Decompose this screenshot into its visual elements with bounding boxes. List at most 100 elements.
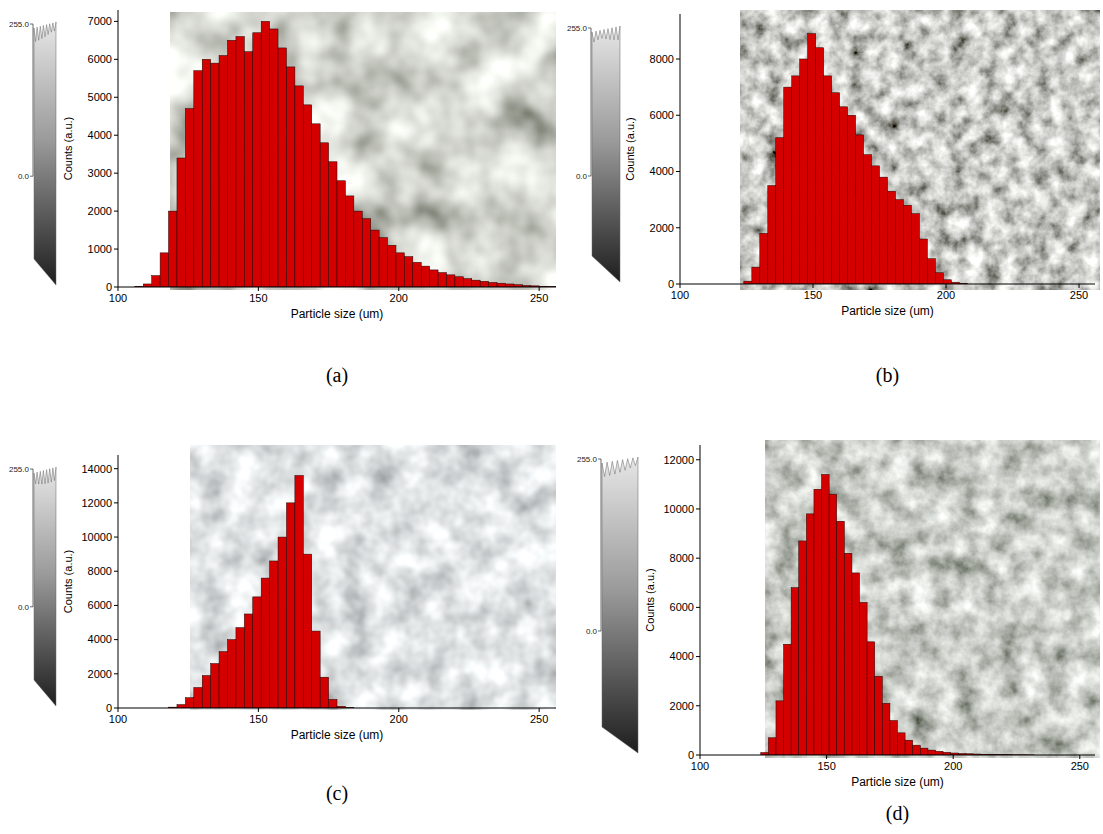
histogram-bar [800, 59, 808, 284]
x-tick-label: 100 [109, 713, 127, 725]
histogram-bar [295, 476, 303, 708]
y-axis-title: Counts (a.u.) [624, 117, 636, 181]
histogram-bar [219, 652, 227, 708]
x-tick [826, 755, 827, 759]
x-axis-title: Particle size (um) [291, 728, 384, 742]
x-axis-line [700, 755, 1095, 756]
histogram-bar [388, 245, 396, 287]
surface-tick-label: 255.0 [9, 465, 30, 474]
surface-tick [588, 28, 591, 29]
x-tick-label: 250 [530, 292, 548, 304]
histogram-bar [856, 135, 864, 284]
histogram-bar [194, 687, 202, 708]
y-tick [114, 708, 118, 709]
surface-tick-label: 255.0 [567, 24, 588, 33]
histogram-bar [776, 138, 784, 284]
micrograph [190, 445, 556, 710]
x-tick [258, 287, 259, 291]
histogram-bar [791, 588, 799, 755]
x-tick-label: 250 [1070, 289, 1088, 301]
histogram-bar [935, 273, 943, 284]
y-tick [676, 171, 680, 172]
surface-tick-label: 0.0 [18, 603, 30, 612]
x-tick [398, 287, 399, 291]
x-tick [953, 755, 954, 759]
histogram-bar [219, 56, 227, 287]
histogram-bar [837, 521, 845, 755]
histogram-bar [882, 703, 890, 755]
histogram-bar [413, 262, 421, 287]
surface-tick [598, 459, 601, 460]
y-tick [114, 287, 118, 288]
surface-tick-label: 0.0 [586, 627, 598, 636]
histogram-bar [911, 214, 919, 284]
histogram-bar [489, 282, 497, 287]
y-tick [114, 173, 118, 174]
x-tick [813, 284, 814, 288]
surface-tick-label: 255.0 [577, 455, 598, 464]
y-tick [696, 508, 700, 509]
histogram-bar [927, 259, 935, 284]
histogram-bar [244, 52, 252, 287]
y-tick [114, 605, 118, 606]
histogram-bar [880, 177, 888, 284]
panel: 255.00.002000400060008000100001200014000… [9, 445, 556, 805]
histogram-bar [913, 745, 921, 755]
histogram-bar [320, 143, 328, 287]
y-tick [696, 459, 700, 460]
surface-tick [588, 176, 591, 177]
x-axis-line [118, 708, 556, 709]
y-axis-line [118, 10, 119, 287]
histogram-bar [177, 705, 185, 708]
x-tick-label: 200 [944, 760, 962, 772]
histogram-bar [792, 76, 800, 284]
x-tick [946, 284, 947, 288]
histogram-bar [185, 698, 193, 708]
histogram-bar [919, 239, 927, 284]
x-axis-title: Particle size (um) [841, 304, 934, 318]
histogram-bar [202, 676, 210, 708]
bars [169, 476, 354, 708]
y-tick [114, 21, 118, 22]
y-tick-label: 5000 [88, 91, 112, 103]
surface [34, 22, 56, 285]
y-tick-label: 6000 [88, 53, 112, 65]
histogram-bar [840, 107, 848, 284]
y-tick [114, 249, 118, 250]
histogram-bar [816, 48, 824, 284]
histogram-bar [244, 614, 252, 708]
histogram-bar [169, 211, 177, 287]
y-tick-label: 2000 [650, 222, 674, 234]
x-tick-label: 100 [691, 760, 709, 772]
x-tick-label: 100 [671, 289, 689, 301]
y-tick-label: 10000 [663, 503, 694, 515]
bars [744, 34, 967, 284]
panel-label: (a) [326, 364, 348, 387]
histogram-bar [822, 475, 830, 755]
figure: 255.00.001000200030004000500060007000100… [0, 0, 1103, 834]
y-tick [696, 656, 700, 657]
histogram-bar [303, 105, 311, 287]
histogram-bar [943, 280, 951, 284]
y-tick [696, 705, 700, 706]
x-tick-label: 250 [530, 713, 548, 725]
histogram-bar [784, 644, 792, 755]
histogram-bar [404, 257, 412, 287]
histogram-bar [303, 554, 311, 708]
x-tick [118, 287, 119, 291]
histogram-bar [354, 211, 362, 287]
x-tick [118, 708, 119, 712]
histogram-bar [379, 238, 387, 287]
histogram-bar [799, 541, 807, 755]
y-axis-title: Counts (a.u.) [644, 568, 656, 632]
histogram-bar [864, 155, 872, 284]
y-tick [114, 537, 118, 538]
histogram-bar [236, 37, 244, 287]
y-tick-label: 8000 [88, 565, 112, 577]
histogram-bar [430, 270, 438, 287]
y-tick-label: 12000 [663, 454, 694, 466]
x-tick [700, 755, 701, 759]
histogram-bar [160, 253, 168, 287]
histogram-bar [261, 21, 269, 287]
x-tick-label: 200 [390, 292, 408, 304]
